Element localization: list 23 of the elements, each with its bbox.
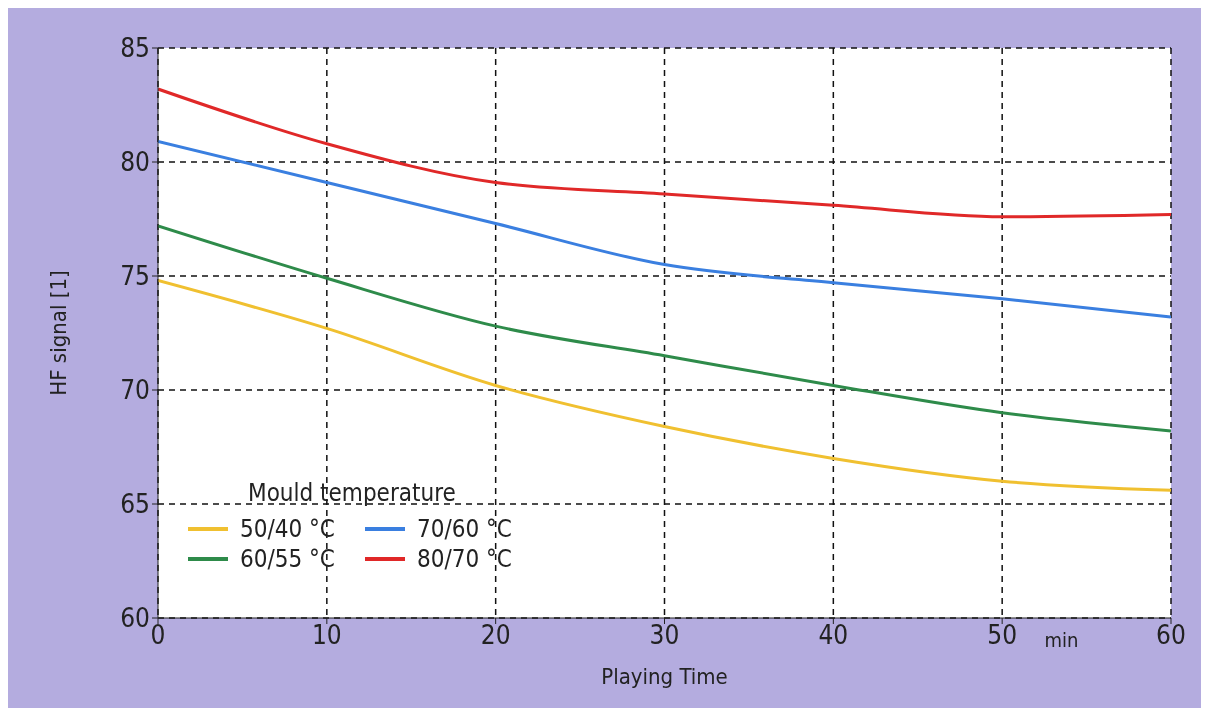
x-tick-label: 10 — [311, 620, 342, 651]
legend-label: 50/40 °C — [240, 515, 335, 543]
x-tick-label: 60 — [1156, 620, 1186, 651]
legend-title: Mould temperature — [248, 479, 457, 507]
x-tick-label: 30 — [649, 620, 680, 651]
legend-label: 70/60 °C — [416, 515, 512, 543]
x-tick-label: 40 — [818, 620, 849, 651]
y-tick-label: 80 — [120, 147, 150, 178]
x-tick-label: 50 — [987, 620, 1018, 651]
x-axis-title: Playing Time — [601, 664, 728, 689]
y-tick-label: 75 — [120, 261, 150, 292]
x-tick-label: 20 — [480, 620, 511, 651]
legend-label: 80/70 °C — [416, 545, 512, 573]
line-series — [158, 139, 1171, 319]
line-series — [158, 224, 1171, 433]
x-tick-label: 0 — [150, 620, 166, 651]
text: min — [1044, 628, 1079, 652]
y-tick-label: 70 — [120, 375, 150, 406]
y-axis-title: HF signal [1] — [45, 270, 71, 396]
y-tick-label: 65 — [120, 489, 150, 520]
legend-label: 60/55 °C — [240, 545, 335, 573]
line-series — [158, 87, 1171, 219]
y-tick-label: 85 — [120, 33, 150, 64]
